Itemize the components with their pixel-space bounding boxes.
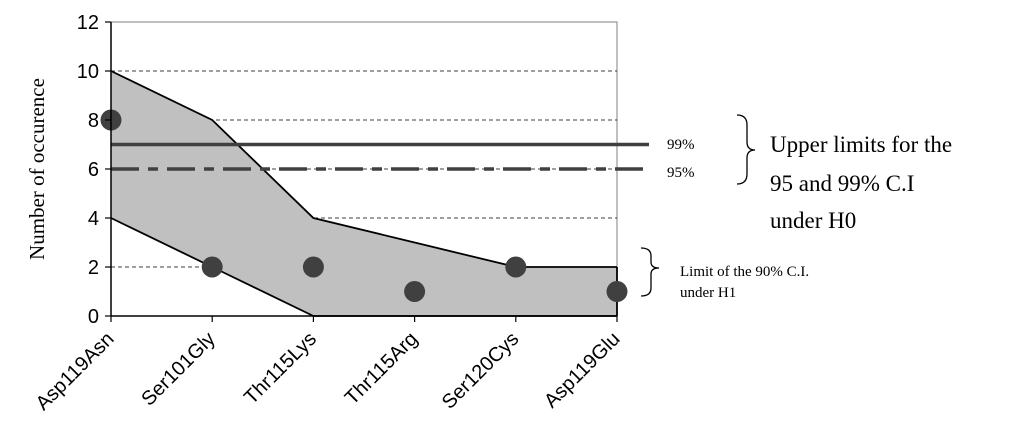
y-tick-label-4: 4 (88, 208, 99, 230)
x-tick-label-Ser101Gly: Ser101Gly (137, 328, 219, 410)
x-tick-label-Asp119Asn: Asp119Asn (32, 328, 119, 415)
brace-upper-limits (736, 114, 756, 185)
annotation-upper-line-3: under H0 (770, 208, 856, 233)
band-fill (111, 71, 617, 316)
x-tick-label-Thr115Lys: Thr115Lys (240, 328, 321, 409)
data-point-Ser101Gly (201, 256, 223, 278)
data-point-Thr115Lys (302, 256, 324, 278)
y-tick-label-2: 2 (88, 257, 99, 279)
y-tick-label-12: 12 (77, 12, 99, 34)
hline-label-99: 99% (667, 137, 695, 153)
hline-label-95: 95% (667, 165, 695, 181)
brace-lower-limit (640, 247, 660, 297)
data-point-Thr115Arg (404, 281, 426, 302)
y-tick-label-6: 6 (88, 159, 99, 181)
threshold-lines (111, 142, 649, 171)
x-tick-label-Asp119Glu: Asp119Glu (540, 328, 624, 412)
confidence-band (110, 70, 618, 317)
data-point-Ser120Cys (505, 256, 527, 278)
x-tick-label-Ser120Cys: Ser120Cys (438, 328, 524, 414)
annotation-lower-line-2: under H1 (680, 285, 736, 301)
data-points (100, 109, 628, 302)
band-upper-line (110, 70, 617, 268)
data-point-Asp119Glu (606, 281, 628, 302)
annotation-lower-line-1: Limit of the 90% C.I. (680, 264, 809, 280)
x-tick-label-Thr115Arg: Thr115Arg (341, 328, 422, 409)
y-tick-label-8: 8 (88, 110, 99, 132)
y-tick-label-0: 0 (88, 306, 99, 328)
y-tick-label-10: 10 (77, 61, 99, 83)
annotation-upper-line-2: 95 and 99% C.I (770, 171, 914, 196)
annotation-upper-line-1: Upper limits for the (770, 132, 952, 157)
y-axis-label: Number of occurence (25, 78, 49, 260)
